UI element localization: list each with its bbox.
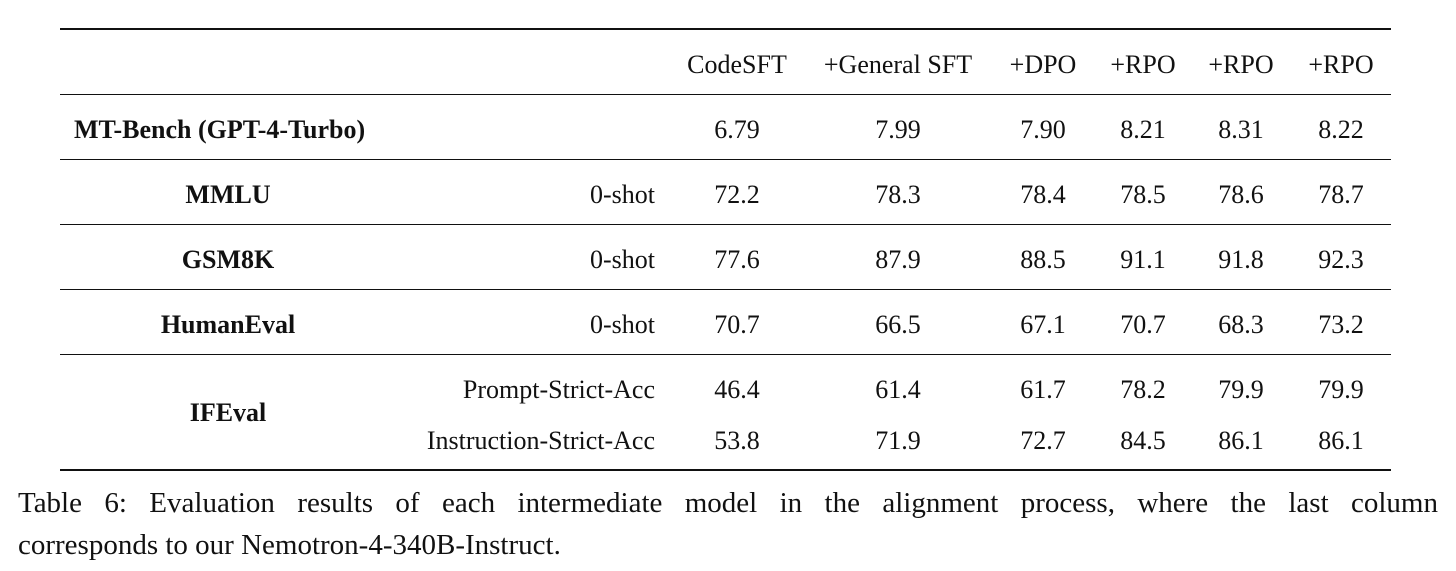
value-cell: 71.9: [875, 426, 921, 455]
value-cell: 77.6: [714, 245, 760, 274]
value-cell: 8.21: [1120, 115, 1166, 144]
value-cell: 61.4: [875, 375, 921, 404]
value-cell: 79.9: [1218, 375, 1264, 404]
value-cell: 6.79: [714, 115, 760, 144]
value-cell: 8.22: [1318, 115, 1364, 144]
value-cell: 78.2: [1120, 375, 1166, 404]
benchmark-label: HumanEval: [160, 310, 296, 339]
header-rule: [60, 94, 1391, 96]
value-cell: 78.7: [1318, 180, 1364, 209]
value-cell: 72.2: [714, 180, 760, 209]
setting-label: Instruction-Strict-Acc: [426, 426, 655, 455]
row-rule: [60, 289, 1391, 291]
column-header: +RPO: [1110, 50, 1176, 79]
value-cell: 73.2: [1318, 310, 1364, 339]
value-cell: 70.7: [714, 310, 760, 339]
benchmark-label: MT-Bench (GPT-4-Turbo): [74, 115, 366, 144]
value-cell: 61.7: [1020, 375, 1066, 404]
column-header: CodeSFT: [687, 50, 787, 79]
benchmark-label: MMLU: [185, 180, 271, 209]
caption-line: corresponds to our Nemotron-4-340B-Instr…: [18, 529, 561, 561]
value-cell: 88.5: [1020, 245, 1066, 274]
setting-label: Prompt-Strict-Acc: [462, 375, 655, 404]
column-header: +General SFT: [823, 50, 973, 79]
value-cell: 78.5: [1120, 180, 1166, 209]
value-cell: 7.99: [875, 115, 921, 144]
table-top-rule: [60, 28, 1391, 30]
value-cell: 7.90: [1020, 115, 1066, 144]
column-header: +DPO: [1009, 50, 1077, 79]
value-cell: 8.31: [1218, 115, 1264, 144]
value-cell: 66.5: [875, 310, 921, 339]
column-header: +RPO: [1308, 50, 1374, 79]
value-cell: 70.7: [1120, 310, 1166, 339]
value-cell: 86.1: [1218, 426, 1264, 455]
value-cell: 68.3: [1218, 310, 1264, 339]
table-bottom-rule: [60, 469, 1391, 471]
caption-line: Table 6: Evaluation results of each inte…: [18, 487, 1438, 519]
table-caption: Table 6: Evaluation results of each inte…: [18, 482, 1438, 566]
setting-label: 0-shot: [590, 310, 655, 339]
value-cell: 92.3: [1318, 245, 1364, 274]
value-cell: 67.1: [1020, 310, 1066, 339]
row-rule: [60, 224, 1391, 226]
setting-label: 0-shot: [590, 180, 655, 209]
row-rule: [60, 354, 1391, 356]
benchmark-label: GSM8K: [181, 245, 275, 274]
value-cell: 78.6: [1218, 180, 1264, 209]
value-cell: 78.4: [1020, 180, 1066, 209]
value-cell: 87.9: [875, 245, 921, 274]
row-rule: [60, 159, 1391, 161]
setting-label: 0-shot: [590, 245, 655, 274]
value-cell: 46.4: [714, 375, 760, 404]
column-header: +RPO: [1208, 50, 1274, 79]
benchmark-label: IFEval: [189, 398, 267, 427]
value-cell: 78.3: [875, 180, 921, 209]
value-cell: 72.7: [1020, 426, 1066, 455]
value-cell: 79.9: [1318, 375, 1364, 404]
value-cell: 84.5: [1120, 426, 1166, 455]
value-cell: 86.1: [1318, 426, 1364, 455]
value-cell: 91.8: [1218, 245, 1264, 274]
value-cell: 91.1: [1120, 245, 1166, 274]
value-cell: 53.8: [714, 426, 760, 455]
